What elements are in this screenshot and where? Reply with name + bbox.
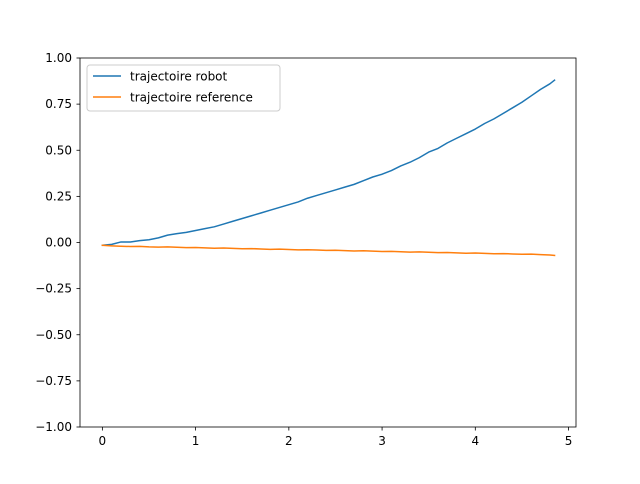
x-tick-label: 2: [285, 434, 293, 448]
y-tick-label: 1.00: [45, 51, 72, 65]
legend: trajectoire robot trajectoire reference: [86, 64, 281, 112]
legend-box: [86, 64, 281, 112]
x-tick-label: 5: [565, 434, 573, 448]
y-tick-label: 0.75: [45, 97, 72, 111]
y-tick-label: 0.50: [45, 143, 72, 157]
x-tick-label: 0: [99, 434, 107, 448]
legend-label-0: trajectoire robot: [130, 70, 228, 84]
series-line-1: [101, 244, 556, 257]
x-axis: 0 1 2 3 4 5: [99, 427, 573, 448]
axes-frame: [79, 57, 577, 428]
x-tick-label: 3: [378, 434, 386, 448]
x-tick-label: 1: [192, 434, 200, 448]
y-tick-label: −1.00: [35, 420, 72, 434]
x-tick-label: 4: [471, 434, 479, 448]
axes-border: [79, 57, 577, 428]
y-tick-label: −0.25: [35, 282, 72, 296]
plot-lines: [101, 79, 556, 257]
y-tick-label: 0.00: [45, 236, 72, 250]
y-axis: −1.00 −0.75 −0.50 −0.25 0.00 0.25 0.50 0.75 1.00: [35, 51, 80, 434]
y-tick-label: 0.25: [45, 189, 72, 203]
legend-label-1: trajectoire reference: [130, 91, 253, 105]
y-tick-label: −0.50: [35, 328, 72, 342]
y-tick-label: −0.75: [35, 374, 72, 388]
series-line-0: [101, 79, 556, 247]
